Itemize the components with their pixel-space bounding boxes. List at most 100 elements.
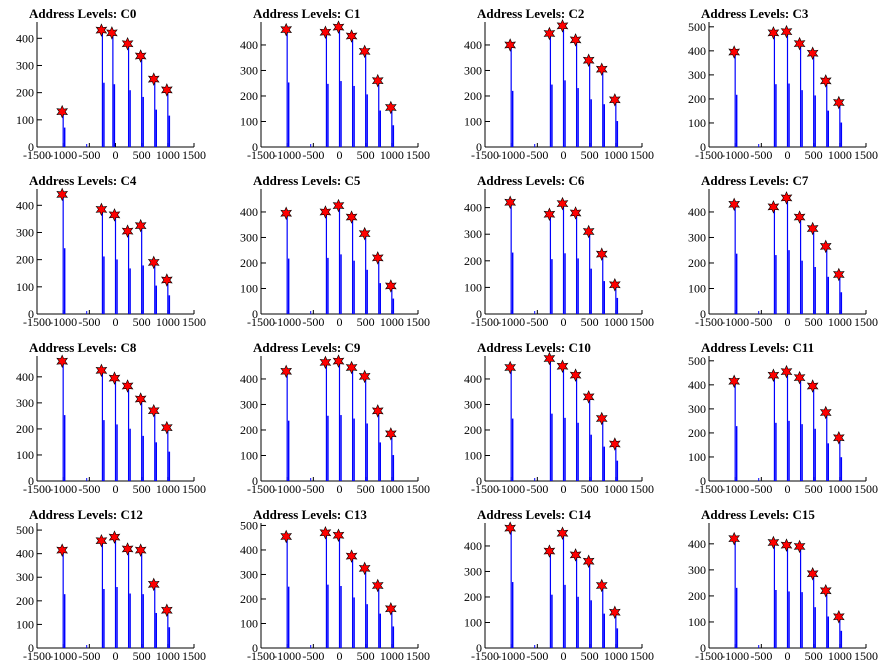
y-tick-label: 400	[16, 370, 34, 384]
y-tick-label: 0	[476, 307, 482, 321]
peak-marker	[147, 403, 160, 418]
x-tick-label: 0	[337, 148, 343, 162]
x-tick-label: 1000	[828, 315, 852, 329]
x-tick-label: -1500	[23, 649, 51, 663]
y-tick-label: 100	[464, 280, 482, 294]
y-tick-label: 100	[16, 113, 34, 127]
peak-marker	[319, 526, 332, 540]
peak-marker	[780, 538, 793, 552]
x-tick-label: 1500	[630, 315, 654, 329]
peak-marker	[819, 74, 832, 88]
panel-5: Address Levels: C5 0 100 200 300 400 -1500-100…	[240, 173, 430, 329]
peak-marker	[108, 371, 121, 385]
x-tick-label: -1000	[49, 148, 77, 162]
peak-marker	[332, 354, 345, 368]
panel-title: Address Levels: C0	[29, 6, 136, 21]
y-tick-label: 100	[688, 450, 706, 464]
peak-marker	[108, 208, 121, 222]
y-tick-label: 100	[240, 114, 258, 128]
y-tick-label: 300	[240, 567, 258, 581]
panel-4: Address Levels: C4 0 100 200 300 400 -1500-100…	[16, 173, 206, 329]
x-tick-label: 1000	[380, 148, 404, 162]
peak-marker	[767, 368, 780, 382]
y-tick-label: 200	[16, 253, 34, 267]
x-tick-label: 1500	[182, 148, 206, 162]
peak-marker	[345, 29, 358, 43]
panel-title: Address Levels: C6	[477, 173, 585, 188]
peak-marker	[280, 364, 293, 379]
x-tick-label: 0	[785, 649, 791, 663]
peak-marker	[595, 411, 608, 426]
peak-marker	[147, 577, 160, 592]
x-tick-label: -500	[750, 482, 772, 496]
y-tick-label: 100	[688, 116, 706, 130]
x-tick-label: 1000	[156, 649, 180, 663]
peak-marker	[582, 224, 595, 239]
y-tick-label: 300	[464, 397, 482, 411]
peak-marker	[95, 363, 108, 378]
y-tick-label: 0	[28, 140, 34, 154]
x-tick-label: 1000	[604, 482, 628, 496]
y-tick-label: 400	[464, 38, 482, 52]
panel-title: Address Levels: C10	[477, 340, 591, 355]
y-tick-label: 200	[688, 256, 706, 270]
peak-marker	[780, 364, 793, 379]
y-tick-label: 100	[16, 448, 34, 462]
peak-marker	[134, 218, 147, 233]
x-tick-label: -500	[78, 315, 100, 329]
y-tick-label: 0	[28, 474, 34, 488]
y-tick-label: 400	[688, 205, 706, 219]
y-tick-label: 0	[252, 474, 258, 488]
peak-marker	[793, 539, 806, 554]
x-tick-label: 1500	[630, 148, 654, 162]
y-tick-label: 200	[240, 423, 258, 437]
panel-11: Address Levels: C11 0 100 200 300 400 500 -1500…	[688, 340, 878, 496]
x-tick-label: 1000	[380, 649, 404, 663]
peak-marker	[384, 100, 397, 115]
x-tick-label: -500	[750, 315, 772, 329]
x-tick-label: 0	[785, 148, 791, 162]
panel-title: Address Levels: C5	[253, 173, 361, 188]
peak-marker	[569, 206, 582, 220]
x-tick-label: 1000	[156, 148, 180, 162]
y-tick-label: 0	[700, 641, 706, 655]
x-tick-label: -1000	[497, 148, 525, 162]
y-tick-label: 0	[476, 140, 482, 154]
y-tick-label: 300	[240, 230, 258, 244]
peak-marker	[728, 45, 741, 59]
peak-marker	[121, 224, 134, 238]
x-tick-label: 0	[113, 649, 119, 663]
y-tick-label: 300	[688, 230, 706, 244]
y-tick-label: 100	[688, 281, 706, 295]
panel-title: Address Levels: C7	[701, 173, 809, 188]
x-tick-label: 500	[581, 649, 599, 663]
peak-marker	[319, 205, 332, 219]
peak-marker	[569, 368, 582, 382]
panel-0: Address Levels: C0 0 100 200 300 400 -1500-100…	[16, 6, 206, 162]
peak-marker	[832, 430, 845, 445]
peak-marker	[121, 36, 134, 51]
x-tick-label: -1000	[721, 148, 749, 162]
peak-marker	[160, 420, 173, 435]
x-tick-label: 500	[357, 148, 375, 162]
x-tick-label: -500	[526, 649, 548, 663]
peak-marker	[556, 526, 569, 540]
x-tick-label: -500	[78, 482, 100, 496]
peak-marker	[767, 200, 780, 214]
peak-marker	[160, 83, 173, 97]
panel-15: Address Levels: C15 0 100 200 300 400 -1500-10…	[688, 507, 878, 663]
panel-1: Address Levels: C1 0 100 200 300 400 -1500-100…	[240, 6, 430, 162]
y-tick-label: 400	[240, 372, 258, 386]
x-tick-label: 1500	[630, 649, 654, 663]
x-tick-label: 1500	[854, 315, 878, 329]
peak-marker	[767, 535, 780, 550]
x-tick-label: 0	[561, 148, 567, 162]
y-tick-label: 300	[16, 570, 34, 584]
peak-marker	[595, 62, 608, 76]
x-tick-label: -1000	[49, 315, 77, 329]
x-tick-label: 0	[337, 649, 343, 663]
x-tick-label: 1000	[828, 649, 852, 663]
peak-marker	[728, 374, 741, 388]
panel-10: Address Levels: C10 0 100 200 300 400 -1500-10…	[464, 340, 654, 496]
y-tick-label: 0	[476, 641, 482, 655]
